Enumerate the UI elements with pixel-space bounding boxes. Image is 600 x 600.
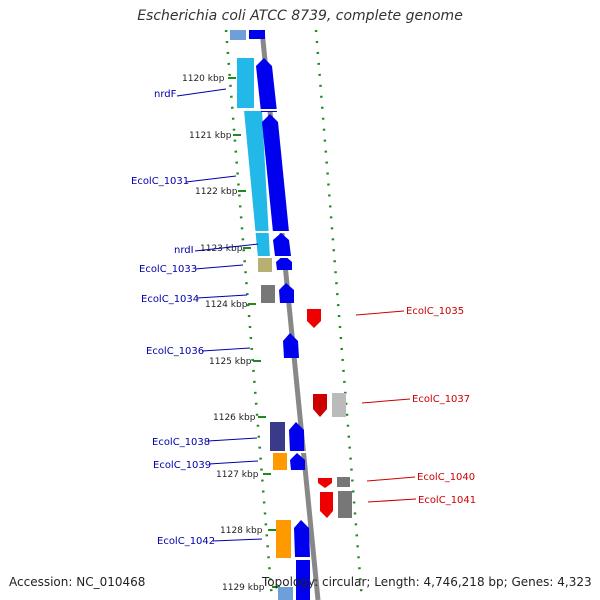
label-ecolc-1039: EcolC_1039 [153,460,211,471]
feature-ecolc-1034-gray [261,285,275,303]
cds-ecolc-1037-arrow [313,394,327,417]
feature-ecolc-1038-navy [270,422,285,452]
cds-bottom [296,560,310,600]
cds-ecolc-1036-arrow [283,333,299,358]
cds-ecolc-1039-arrow [290,453,305,470]
feature-ecolc-1033-olive [258,258,272,272]
label-ecolc-1034: EcolC_1034 [141,294,199,305]
forward-gene-labels: nrdF EcolC_1031 nrdI EcolC_1033 EcolC_10… [131,88,263,547]
tick-label-1127: 1127 kbp [216,470,259,480]
accession-text: Accession: NC_010468 [9,575,146,589]
feature-separators [234,109,306,453]
label-ecolc-1038: EcolC_1038 [152,437,210,448]
tick-label-1123: 1123 kbp [200,244,243,254]
label-ecolc-1036: EcolC_1036 [146,346,204,357]
feature-column-c [307,309,352,518]
feature-top-light [230,30,246,40]
reverse-gene-labels: EcolC_1035 EcolC_1037 EcolC_1040 EcolC_1… [355,306,476,506]
tick-label-1125: 1125 kbp [209,357,252,367]
feature-ecolc-1040-gray [337,477,350,487]
map-title: Escherichia coli ATCC 8739, complete gen… [137,8,463,24]
tick-label-1121: 1121 kbp [189,131,232,141]
feature-ecolc-1041-gray [338,491,352,518]
feature-bottom-light [278,587,293,600]
feature-column-b [249,30,310,600]
feature-ecolc-1037-gray [332,393,346,417]
tick-label-1129: 1129 kbp [222,583,265,593]
tick-label-1124: 1124 kbp [205,300,248,310]
cds-nrdF-arrow [256,58,277,112]
cds-ecolc-1041-arrow [320,492,333,518]
cds-ecolc-1042-arrow [294,520,310,557]
label-ecolc-1040: EcolC_1040 [417,472,475,483]
genome-summary-text: Topology: circular; Length: 4,746,218 bp… [262,575,592,589]
feature-ecolc-1031-rna [244,110,270,258]
tick-label-1128: 1128 kbp [220,526,263,536]
label-nrdI: nrdI [174,245,194,256]
label-ecolc-1031: EcolC_1031 [131,176,189,187]
tick-label-1126: 1126 kbp [213,413,256,423]
cds-ecolc-1040-arrow [318,478,332,488]
cds-nrdI-arrow [273,233,291,256]
tick-label-1122: 1122 kbp [195,187,238,197]
cds-ecolc-1038-arrow [289,422,304,452]
cds-ecolc-1033-arrow [276,255,292,270]
cds-ecolc-1034-arrow [279,283,294,303]
label-ecolc-1035: EcolC_1035 [406,306,464,317]
cds-top [249,30,265,39]
label-ecolc-1037: EcolC_1037 [412,394,470,405]
feature-ecolc-1042-orange [276,520,291,558]
cds-ecolc-1035-arrow [307,309,321,328]
label-ecolc-1041: EcolC_1041 [418,495,476,506]
label-ecolc-1042: EcolC_1042 [157,536,215,547]
tick-label-1120: 1120 kbp [182,74,225,84]
cds-ecolc-1031-arrow [262,114,289,232]
feature-nrdF-rna [237,58,254,108]
label-nrdF: nrdF [154,89,177,100]
feature-column-a [230,30,293,600]
label-ecolc-1033: EcolC_1033 [139,264,197,275]
feature-ecolc-1039-orange [273,453,287,470]
